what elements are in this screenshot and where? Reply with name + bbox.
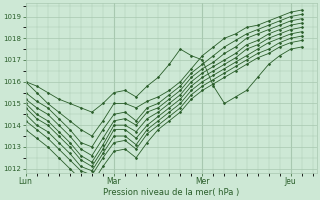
X-axis label: Pression niveau de la mer( hPa ): Pression niveau de la mer( hPa ) [103,188,239,197]
